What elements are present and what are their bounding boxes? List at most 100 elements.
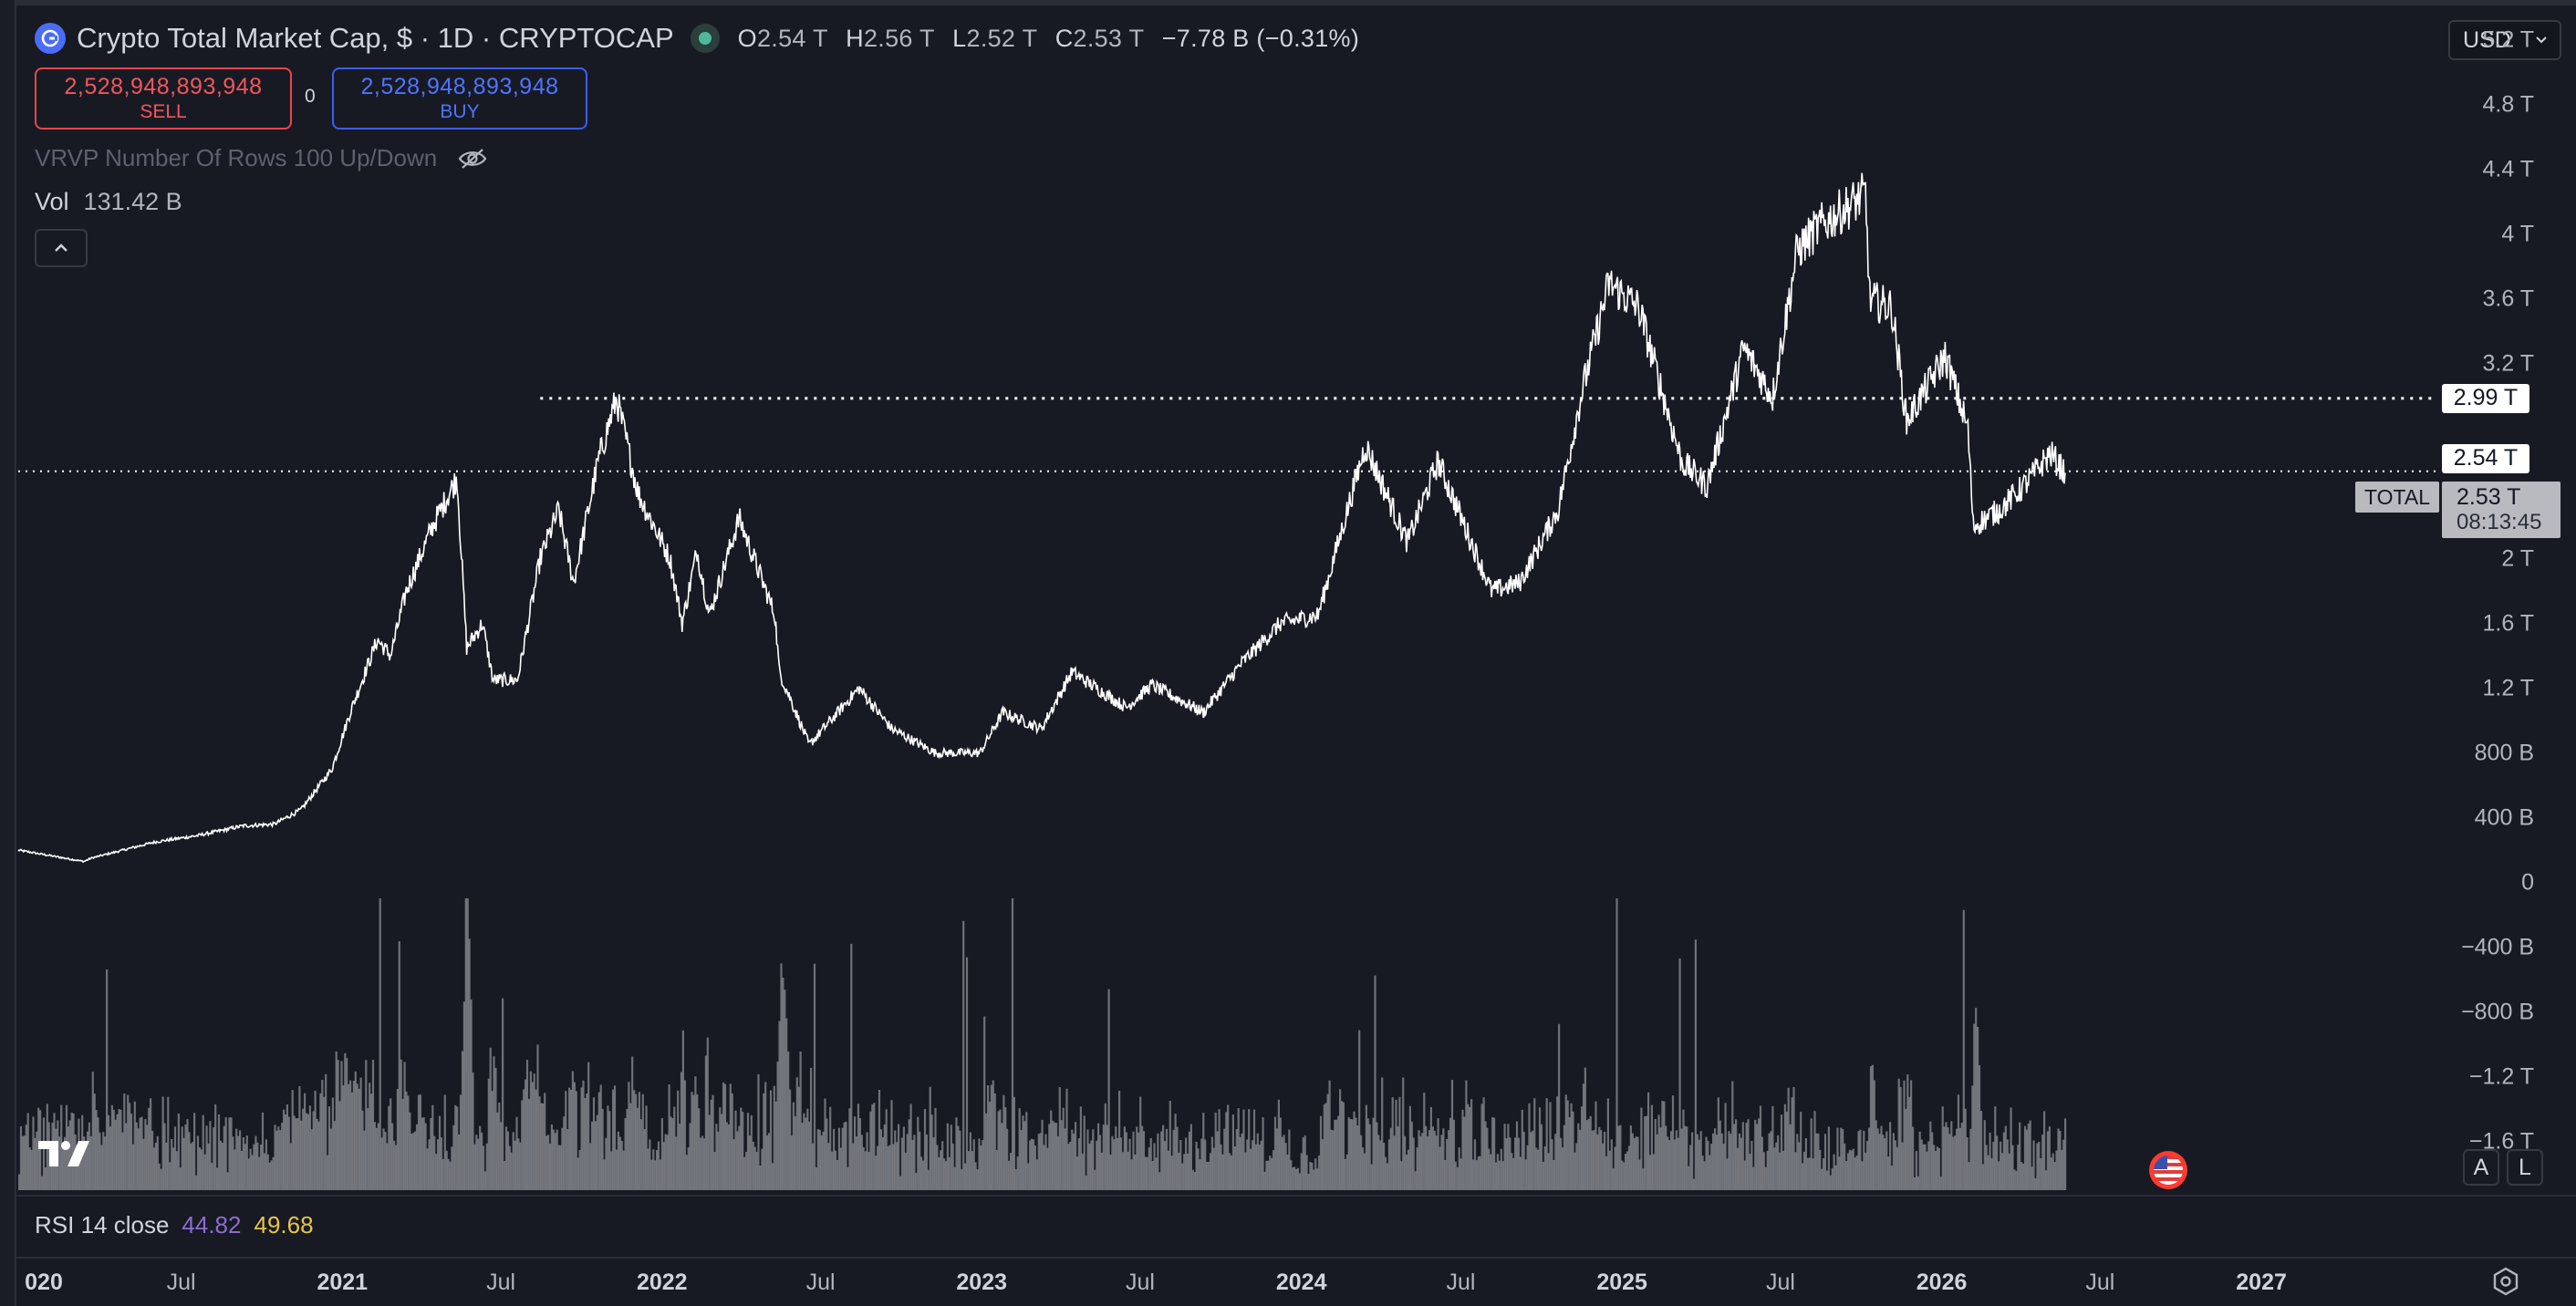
volume-bar: [559, 1145, 562, 1190]
volume-bar: [597, 1092, 600, 1190]
volume-bar: [177, 1114, 180, 1190]
volume-bar: [1111, 1135, 1114, 1190]
volume-bar: [1798, 1142, 1801, 1190]
log-scale-button[interactable]: L: [2507, 1149, 2543, 1186]
volume-bar: [896, 1142, 898, 1190]
volume-bar: [1561, 1147, 1564, 1190]
volume-bar: [435, 1154, 438, 1190]
volume-bar: [1996, 1135, 1999, 1190]
volume-bar: [776, 1062, 779, 1190]
volume-bar: [785, 1018, 788, 1190]
volume-bar: [2011, 1145, 2014, 1190]
volume-bar: [1644, 1116, 1646, 1190]
volume-bar: [190, 1143, 192, 1190]
volume-bar: [1197, 1148, 1200, 1190]
volume-bar: [801, 1123, 804, 1190]
volume-bar: [1714, 1128, 1717, 1190]
volume-bar: [1006, 1128, 1009, 1190]
volume-bar: [139, 1117, 141, 1190]
volume-bar: [797, 1086, 800, 1190]
volume-bar: [1547, 1153, 1550, 1190]
volume-bar: [1090, 1140, 1093, 1190]
volume-bar: [2004, 1125, 2007, 1190]
volume-bar: [2015, 1170, 2018, 1190]
volume-bar: [1990, 1158, 1993, 1190]
volume-bar: [1077, 1138, 1080, 1190]
volume-bar: [109, 1126, 112, 1190]
vrvp-indicator-legend[interactable]: VRVP Number Of Rows 100 Up/Down: [35, 144, 488, 172]
volume-bar: [1873, 1080, 1875, 1190]
pane-divider[interactable]: [16, 1195, 2576, 1197]
volume-bar: [1349, 1118, 1352, 1190]
volume-bar: [88, 1122, 90, 1190]
volume-bar: [746, 1113, 750, 1190]
volume-bar: [1610, 1139, 1613, 1190]
volume-bar: [514, 1140, 516, 1190]
volume-bar: [1619, 1125, 1622, 1190]
symbol-logo-icon[interactable]: [35, 23, 66, 54]
gear-icon[interactable]: [2490, 1266, 2521, 1301]
tradingview-logo-icon[interactable]: [36, 1137, 95, 1175]
volume-bar: [965, 957, 969, 1190]
volume-bar: [1379, 1140, 1382, 1190]
volume-bar: [1783, 1104, 1786, 1190]
volume-bar: [175, 1151, 178, 1190]
volume-bar: [1321, 1139, 1324, 1190]
volume-bar: [154, 1142, 157, 1190]
volume-bar: [1233, 1146, 1236, 1190]
volume-bar: [1360, 1135, 1363, 1190]
volume-bar: [91, 1072, 94, 1190]
volume-bar: [1696, 1134, 1698, 1190]
volume-bar: [1985, 1145, 1988, 1190]
volume-bar: [1656, 1134, 1658, 1190]
currency-select[interactable]: USD: [2448, 20, 2561, 60]
volume-bar: [431, 1104, 434, 1190]
buy-button[interactable]: 2,528,948,893,948 BUY: [332, 67, 587, 130]
volume-bar: [839, 1147, 842, 1190]
volume-bar: [671, 1118, 674, 1190]
auto-scale-button[interactable]: A: [2463, 1149, 2499, 1186]
volume-legend[interactable]: Vol 131.42 B: [35, 188, 182, 216]
volume-bar: [76, 1146, 78, 1190]
volume-bar: [1408, 1105, 1411, 1190]
volume-bar: [909, 1104, 912, 1190]
volume-bar: [1509, 1137, 1511, 1190]
volume-bar: [1802, 1163, 1804, 1190]
volume-bar: [666, 1135, 669, 1190]
volume-bar: [1794, 1152, 1797, 1190]
volume-bar: [826, 1118, 828, 1190]
volume-bar: [628, 1082, 630, 1190]
collapse-legend-button[interactable]: [35, 229, 88, 267]
price-axis-tick: 5.2 T: [2482, 26, 2534, 53]
sell-button[interactable]: 2,528,948,893,948 SELL: [35, 67, 292, 130]
volume-bar: [1943, 1126, 1946, 1190]
volume-bar: [1456, 1166, 1459, 1190]
rsi-legend[interactable]: RSI 14 close 44.82 49.68: [35, 1211, 314, 1239]
vrvp-label: VRVP Number Of Rows 100 Up/Down: [35, 144, 438, 171]
volume-bar: [596, 1114, 598, 1190]
volume-bar: [544, 1093, 546, 1190]
volume-bar: [1496, 1154, 1499, 1190]
volume-bar: [1836, 1127, 1839, 1190]
volume-bar: [195, 1175, 198, 1190]
volume-bar: [1842, 1129, 1844, 1190]
volume-bar: [289, 1143, 292, 1190]
volume-bar: [866, 1132, 868, 1190]
volume-bar: [1023, 1121, 1026, 1190]
symbol-title[interactable]: Crypto Total Market Cap, $ · 1D · CRYPTO…: [77, 22, 674, 54]
volume-bar: [624, 1118, 627, 1190]
volume-bar: [1269, 1156, 1272, 1190]
volume-bar: [563, 1116, 566, 1190]
volume-bar: [104, 1136, 107, 1190]
us-flag-icon[interactable]: [2149, 1151, 2187, 1189]
eye-hidden-icon[interactable]: [457, 147, 488, 171]
volume-bar: [731, 1093, 733, 1190]
volume-bar: [1429, 1106, 1432, 1190]
volume-bar: [1729, 1134, 1732, 1190]
volume-bar: [2017, 1145, 2020, 1190]
volume-bar: [1206, 1162, 1209, 1190]
volume-bar: [633, 1090, 636, 1190]
price-axis-tick: 400 B: [2474, 804, 2534, 831]
volume-bar: [1407, 1149, 1410, 1190]
